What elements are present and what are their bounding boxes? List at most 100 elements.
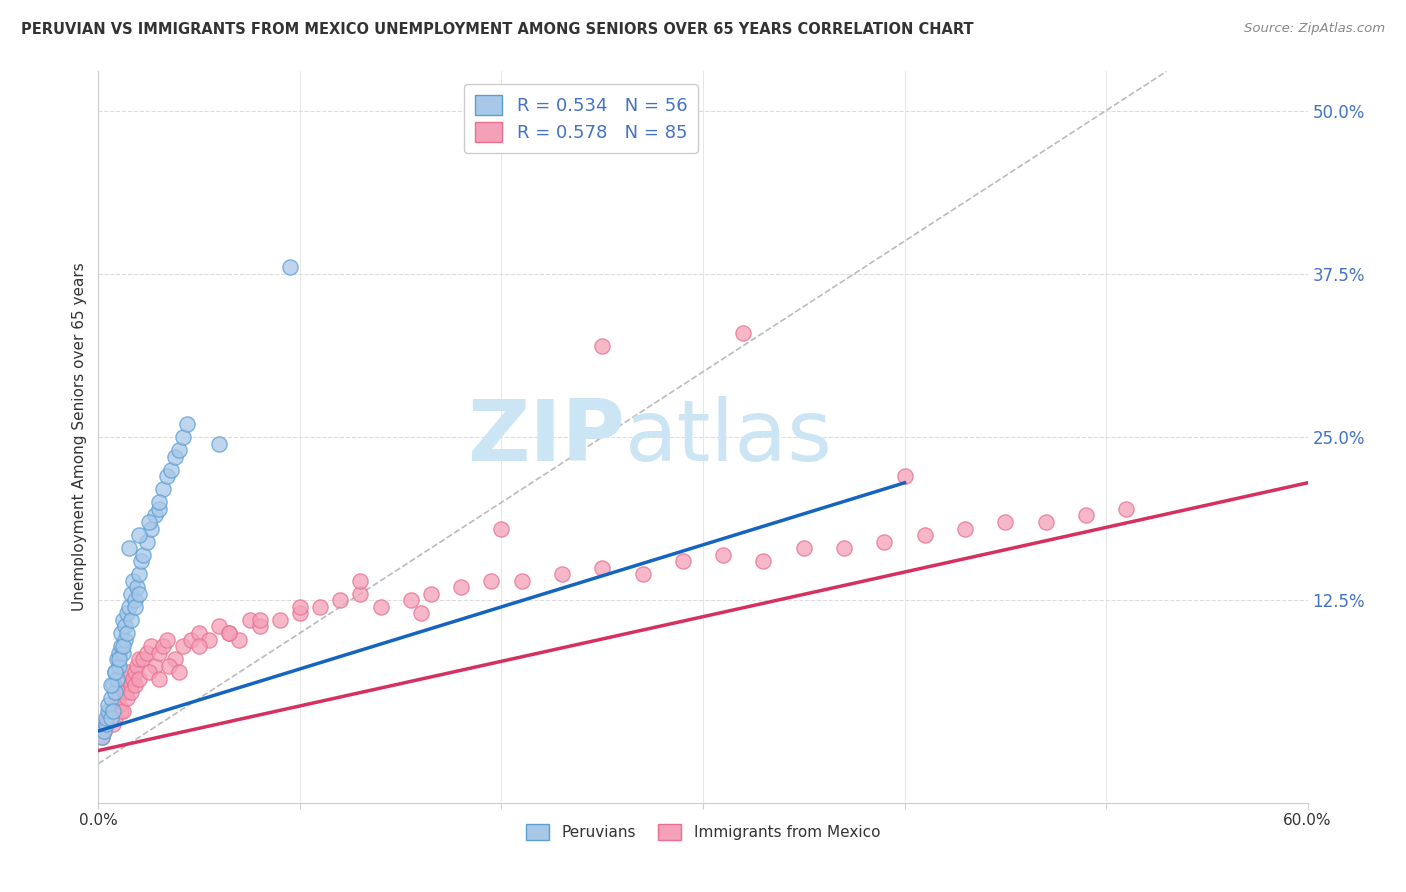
Point <box>97 698 120 712</box>
Point <box>157 658 180 673</box>
Point <box>115 672 138 686</box>
Point <box>96 717 118 731</box>
Point <box>148 495 170 509</box>
Point <box>491 521 513 535</box>
Point <box>218 626 240 640</box>
Point <box>148 672 170 686</box>
Point <box>107 685 129 699</box>
Point <box>288 599 311 614</box>
Point <box>93 723 115 738</box>
Point <box>156 469 179 483</box>
Point <box>107 658 129 673</box>
Point <box>752 554 775 568</box>
Point <box>893 469 915 483</box>
Point <box>100 711 122 725</box>
Point <box>125 580 148 594</box>
Point <box>591 339 613 353</box>
Point <box>115 691 138 706</box>
Point <box>873 534 896 549</box>
Point <box>128 652 150 666</box>
Point <box>128 528 150 542</box>
Text: ZIP: ZIP <box>467 395 624 479</box>
Point <box>96 711 118 725</box>
Point <box>114 619 136 633</box>
Point <box>139 521 162 535</box>
Point <box>370 599 392 614</box>
Point <box>100 705 122 719</box>
Point <box>278 260 301 275</box>
Point <box>239 613 262 627</box>
Point <box>120 685 142 699</box>
Point <box>163 652 186 666</box>
Point <box>101 717 124 731</box>
Point <box>148 502 170 516</box>
Point <box>138 515 160 529</box>
Point <box>163 450 186 464</box>
Point <box>114 632 136 647</box>
Point <box>1074 508 1097 523</box>
Point <box>124 665 146 680</box>
Point <box>124 599 146 614</box>
Legend: Peruvians, Immigrants from Mexico: Peruvians, Immigrants from Mexico <box>520 817 886 847</box>
Point <box>128 567 150 582</box>
Point <box>152 483 174 497</box>
Point <box>167 443 190 458</box>
Point <box>1035 515 1057 529</box>
Point <box>111 613 134 627</box>
Point <box>914 528 936 542</box>
Point <box>450 580 472 594</box>
Point <box>100 678 122 692</box>
Point <box>97 705 120 719</box>
Point <box>188 626 211 640</box>
Point <box>349 587 371 601</box>
Text: PERUVIAN VS IMMIGRANTS FROM MEXICO UNEMPLOYMENT AMONG SENIORS OVER 65 YEARS CORR: PERUVIAN VS IMMIGRANTS FROM MEXICO UNEMP… <box>21 22 974 37</box>
Point <box>288 607 311 621</box>
Point <box>128 672 150 686</box>
Point <box>103 698 125 712</box>
Point <box>129 554 152 568</box>
Point <box>115 626 138 640</box>
Point <box>156 632 179 647</box>
Point <box>97 711 120 725</box>
Point <box>107 698 129 712</box>
Point <box>93 723 115 738</box>
Point <box>349 574 371 588</box>
Point <box>120 678 142 692</box>
Point <box>120 587 142 601</box>
Point <box>96 717 118 731</box>
Point <box>953 521 976 535</box>
Point <box>96 717 118 731</box>
Point <box>249 619 271 633</box>
Point <box>101 678 124 692</box>
Point <box>994 515 1017 529</box>
Point <box>591 560 613 574</box>
Point <box>124 678 146 692</box>
Point <box>135 534 157 549</box>
Point <box>138 665 160 680</box>
Text: Source: ZipAtlas.com: Source: ZipAtlas.com <box>1244 22 1385 36</box>
Point <box>329 593 352 607</box>
Point <box>551 567 574 582</box>
Point <box>208 436 231 450</box>
Point <box>128 587 150 601</box>
Point <box>793 541 815 555</box>
Point <box>198 632 221 647</box>
Point <box>121 574 143 588</box>
Point <box>218 626 240 640</box>
Point <box>172 430 194 444</box>
Point <box>733 326 755 340</box>
Point <box>180 632 202 647</box>
Point <box>148 646 170 660</box>
Point <box>132 652 155 666</box>
Point <box>118 541 141 555</box>
Point <box>105 652 128 666</box>
Point <box>121 672 143 686</box>
Point <box>160 463 183 477</box>
Point <box>143 508 166 523</box>
Point <box>139 639 162 653</box>
Point <box>111 639 134 653</box>
Point <box>711 548 734 562</box>
Point <box>409 607 432 621</box>
Point <box>420 587 443 601</box>
Point <box>110 639 132 653</box>
